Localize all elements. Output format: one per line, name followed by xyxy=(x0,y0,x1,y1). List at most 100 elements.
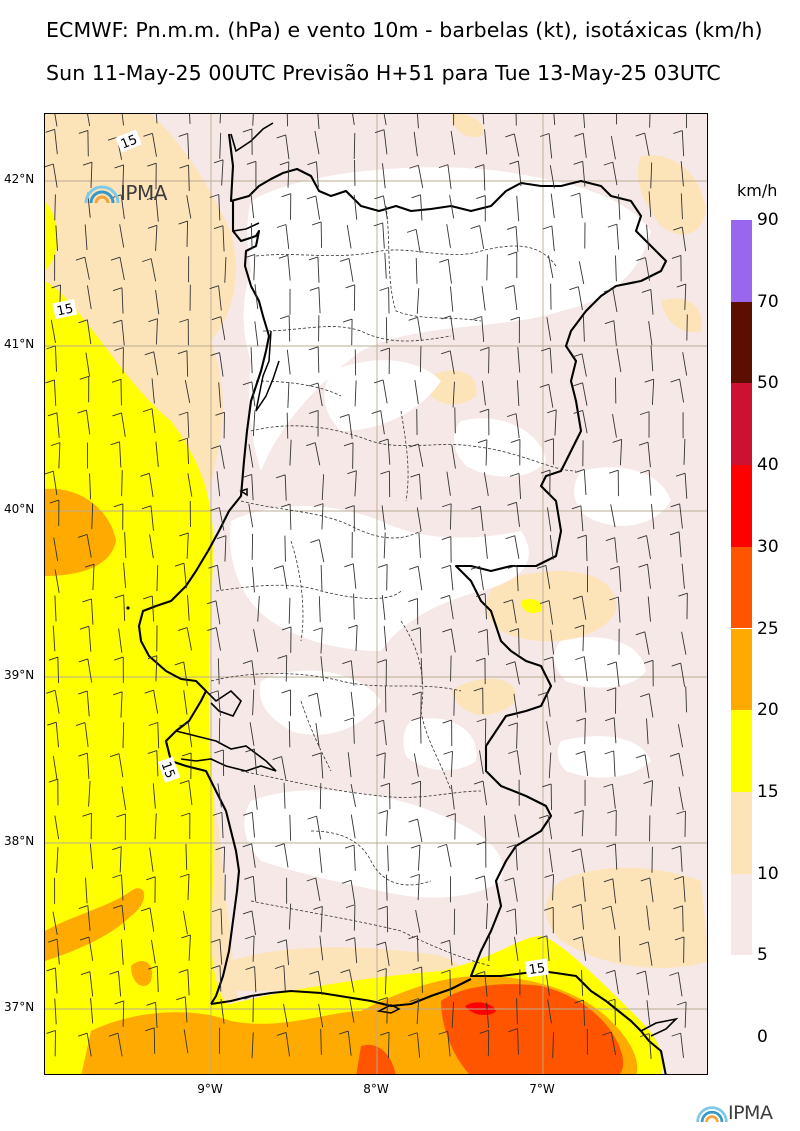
wind-barb xyxy=(513,877,518,902)
wind-barb xyxy=(517,347,521,373)
wind-barb-flag xyxy=(676,810,686,815)
wind-barb-flag xyxy=(50,442,61,447)
wind-barb-flag xyxy=(570,192,580,197)
isotach-label: 15 xyxy=(55,301,74,319)
wind-barb-flag xyxy=(180,812,191,817)
wind-barb-flag xyxy=(276,134,286,139)
wind-barb-flag xyxy=(345,505,355,510)
wind-barb xyxy=(450,315,455,341)
coastline-west xyxy=(137,201,271,1005)
wind-barb xyxy=(647,596,651,622)
wind-barb xyxy=(452,381,455,408)
wind-barb-flag xyxy=(210,938,221,943)
wind-barb-flag xyxy=(277,655,287,659)
wind-barb-flag xyxy=(311,221,322,226)
wind-barb-flag xyxy=(441,564,451,569)
colorbar-swatch xyxy=(731,546,752,629)
wind-barb xyxy=(551,225,555,252)
wind-barb xyxy=(548,848,554,873)
wind-barb-flag xyxy=(280,503,291,508)
wind-barb-flag xyxy=(374,379,384,384)
wind-barb xyxy=(217,658,220,685)
wind-barb-flag xyxy=(538,814,549,819)
wind-barb xyxy=(52,471,58,496)
wind-barb-flag xyxy=(643,659,654,664)
wind-barb xyxy=(353,845,356,871)
wind-barb xyxy=(350,783,357,807)
isotach-label: 15 xyxy=(528,961,546,978)
wind-barb-flag xyxy=(112,874,122,879)
wind-barb xyxy=(56,412,60,438)
wind-barb xyxy=(183,563,187,589)
wind-barb xyxy=(546,935,550,962)
wind-barb xyxy=(417,874,420,901)
wind-barb xyxy=(683,438,686,465)
wind-barb-flag xyxy=(543,656,553,661)
wind-barb xyxy=(449,940,453,966)
wind-barb xyxy=(151,378,155,404)
wind-barb xyxy=(89,971,94,997)
wind-barb xyxy=(315,722,320,748)
wind-barb xyxy=(416,114,419,129)
latitude-label: 37°N xyxy=(4,1000,35,1014)
wind-barb xyxy=(248,503,254,528)
wind-barb xyxy=(286,349,291,375)
wind-barb-flag xyxy=(575,469,585,473)
wind-barb-flag xyxy=(670,378,680,383)
wind-barb xyxy=(287,161,290,188)
wind-barb xyxy=(154,813,157,840)
wind-barb-flag xyxy=(411,717,421,721)
wind-barb xyxy=(545,565,551,590)
wind-barb xyxy=(224,535,227,562)
wind-barb-flag xyxy=(609,596,619,601)
wind-barb-flag xyxy=(476,718,486,723)
wind-barb xyxy=(546,692,551,717)
wind-barb xyxy=(518,628,520,655)
wind-barb-flag xyxy=(572,595,583,600)
wind-barb xyxy=(84,224,88,250)
wind-barb xyxy=(317,114,320,129)
wind-barb-flag xyxy=(378,810,388,814)
wind-barb xyxy=(485,439,488,466)
wind-barb-flag xyxy=(244,875,254,880)
wind-barb xyxy=(249,722,255,746)
wind-barb-flag xyxy=(479,347,490,351)
wind-barb-flag xyxy=(48,656,58,661)
wind-barb xyxy=(121,470,123,497)
wind-barb xyxy=(513,133,520,157)
wind-barb xyxy=(53,379,57,406)
wind-barb-flag xyxy=(140,907,151,912)
wind-barb-flag xyxy=(604,750,614,755)
wind-barb xyxy=(155,655,158,682)
wind-barb xyxy=(221,812,224,839)
wind-barb-flag xyxy=(242,474,252,478)
wind-barb xyxy=(54,595,57,622)
wind-barb xyxy=(583,1000,586,1026)
wind-barb-flag xyxy=(510,438,521,443)
wind-barb xyxy=(219,939,223,965)
wind-barb-flag xyxy=(209,690,219,695)
wind-barb xyxy=(415,257,418,284)
wind-barb-flag xyxy=(470,225,480,230)
wind-barb-flag xyxy=(406,228,417,233)
wind-barb xyxy=(215,600,221,625)
wind-barb-flag xyxy=(573,382,583,387)
ipma-logo-text: IPMA xyxy=(120,181,167,205)
wind-barb-flag xyxy=(440,939,450,944)
wind-barb-flag xyxy=(673,905,683,910)
wind-barb-flag xyxy=(215,411,225,416)
wind-barb-flag xyxy=(377,563,388,568)
wind-barb-flag xyxy=(46,967,56,972)
wind-barb xyxy=(353,133,356,159)
wind-barb xyxy=(582,161,586,187)
wind-barb xyxy=(679,503,683,529)
wind-barb xyxy=(185,844,188,870)
wind-barb xyxy=(288,903,292,930)
wind-barb-flag xyxy=(537,935,548,940)
wind-barb xyxy=(449,503,452,530)
wind-barb-flag xyxy=(213,225,224,230)
wind-barb-flag xyxy=(47,412,58,417)
wind-barb-flag xyxy=(609,469,619,474)
wind-barb xyxy=(516,502,521,527)
wind-barb xyxy=(150,258,157,282)
